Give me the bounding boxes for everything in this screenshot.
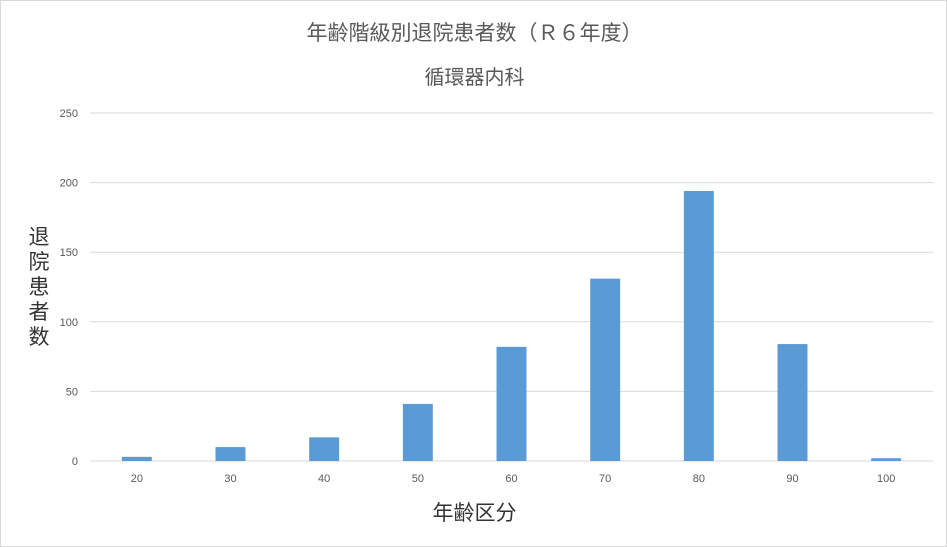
chart-title: 年齢階級別退院患者数（Ｒ６年度） [306, 21, 643, 45]
bar-40 [309, 437, 340, 461]
chart-subtitle: 循環器内科 [424, 65, 525, 89]
x-tick-label: 20 [131, 473, 143, 485]
x-tick-label: 100 [877, 473, 895, 485]
bar-60 [496, 346, 527, 461]
x-tick-label: 60 [505, 473, 517, 485]
bar-20 [121, 456, 152, 461]
x-tick-label: 50 [412, 473, 424, 485]
x-tick-label: 40 [318, 473, 330, 485]
y-tick-label: 0 [72, 456, 78, 468]
bar-50 [402, 403, 433, 461]
x-tick-label: 90 [786, 473, 798, 485]
y-tick-label: 200 [60, 178, 78, 190]
y-axis-label: 退院患者数 [28, 225, 50, 349]
x-tick-label: 70 [599, 473, 611, 485]
y-tick-label: 150 [60, 247, 78, 259]
y-tick-label: 250 [60, 108, 78, 120]
bar-90 [777, 344, 808, 461]
y-tick-label: 50 [66, 386, 78, 398]
bar-70 [590, 278, 621, 461]
bar-100 [871, 458, 902, 461]
x-tick-label: 30 [224, 473, 236, 485]
bar-30 [215, 447, 246, 461]
bar-80 [683, 190, 714, 461]
x-axis-label: 年齢区分 [432, 501, 517, 525]
y-tick-label: 100 [60, 317, 78, 329]
x-tick-label: 80 [693, 473, 705, 485]
